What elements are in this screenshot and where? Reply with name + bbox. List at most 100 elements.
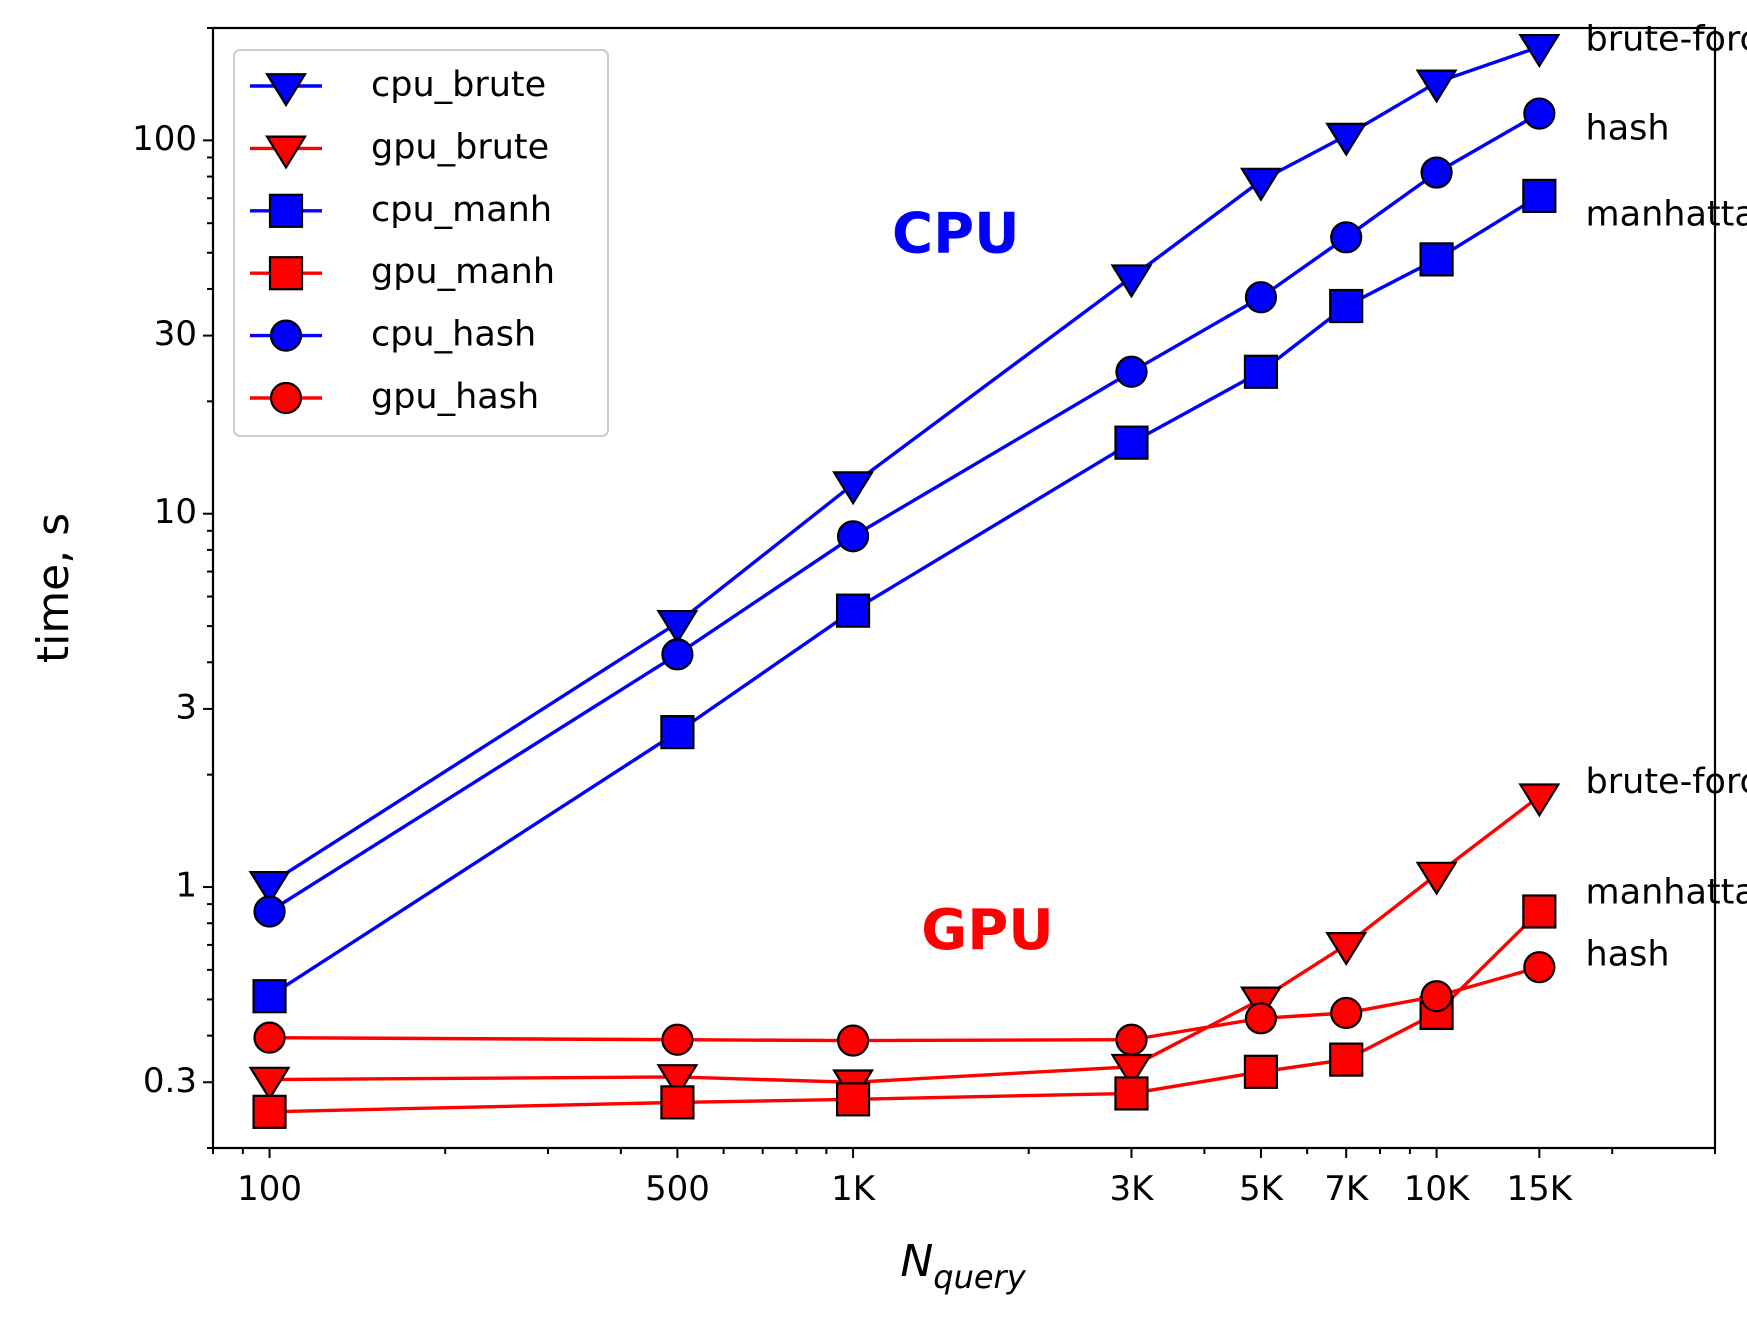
legend-marker-gpu-hash: [269, 381, 303, 415]
series-end-label: manhattan: [1586, 873, 1747, 913]
data-point-cpu-manh: [1114, 425, 1149, 460]
data-point-cpu-manh: [1419, 242, 1454, 277]
data-point-cpu-brute: [656, 610, 699, 644]
x-tick-label: 5K: [1239, 1169, 1285, 1209]
legend-label: cpu_brute: [371, 65, 546, 105]
data-point-cpu-hash: [836, 520, 870, 553]
series-end-label: brute-force: [1586, 20, 1747, 60]
legend-entry-gpu-brute: gpu_brute: [250, 127, 549, 170]
data-point-cpu-brute: [1415, 69, 1458, 104]
data-point-cpu-manh: [252, 979, 287, 1014]
data-point-cpu-brute: [832, 471, 875, 506]
data-point-gpu-manh: [660, 1085, 695, 1120]
x-tick-label: 1K: [831, 1169, 877, 1209]
data-point-gpu-hash: [661, 1023, 694, 1056]
data-point-gpu-brute: [1415, 861, 1458, 896]
legend-frame: [233, 49, 609, 437]
legend-label: gpu_brute: [371, 127, 549, 167]
data-point-cpu-manh: [1522, 178, 1557, 214]
data-point-cpu-hash: [1115, 355, 1148, 388]
legend-label: gpu_manh: [371, 252, 555, 292]
legend-entry-gpu-hash: gpu_hash: [250, 377, 539, 417]
series-gpu-hash: [253, 951, 1556, 1057]
series-end-label: hash: [1586, 108, 1670, 148]
x-tick-label: 100: [237, 1169, 302, 1209]
data-point-cpu-brute: [1518, 34, 1561, 68]
y-tick-label: 3: [175, 687, 197, 727]
plot-frame: [211, 26, 1717, 1150]
data-point-gpu-hash: [253, 1021, 286, 1054]
legend-label: gpu_hash: [371, 377, 539, 417]
x-tick-label: 3K: [1110, 1169, 1156, 1209]
data-point-gpu-manh: [252, 1094, 287, 1129]
data-point-cpu-brute: [1110, 264, 1153, 299]
data-point-gpu-brute: [1325, 932, 1368, 966]
data-point-gpu-hash: [1420, 980, 1453, 1013]
x-tick-label: 10K: [1404, 1169, 1471, 1209]
data-point-gpu-hash: [1244, 1002, 1278, 1035]
series-end-label: brute-force: [1586, 762, 1747, 802]
legend-marker-cpu-manh: [268, 193, 304, 228]
y-tick-label: 1: [175, 866, 197, 906]
legend-marker-cpu-brute: [265, 73, 307, 108]
y-tick-label: 30: [154, 314, 197, 354]
legend-entry-cpu-manh: cpu_manh: [250, 190, 552, 230]
legend: cpu_brute gpu_brute cpu_manh gpu_manh cpu_ha…: [233, 49, 609, 437]
legend-marker-cpu-hash: [269, 319, 303, 352]
series-line-cpu-hash: [268, 112, 1541, 913]
series-line-cpu-brute: [268, 45, 1540, 886]
data-point-cpu-brute: [1325, 122, 1368, 157]
series-cpu-brute: [248, 34, 1561, 905]
data-point-gpu-hash: [1330, 996, 1363, 1030]
series-gpu-manh: [252, 894, 1557, 1129]
legend-entry-gpu-manh: gpu_manh: [250, 252, 555, 292]
series-end-label: manhattan: [1586, 194, 1747, 234]
x-axis-label: Nquery: [900, 1236, 1026, 1296]
data-point-gpu-manh: [1522, 894, 1557, 929]
data-point-gpu-hash: [1115, 1023, 1148, 1056]
x-axis-label-subscript: query: [933, 1258, 1026, 1296]
y-tick-label: 100: [132, 119, 197, 159]
data-point-cpu-hash: [1244, 281, 1278, 314]
data-point-gpu-hash: [836, 1024, 870, 1057]
data-point-gpu-brute: [248, 1066, 291, 1101]
data-point-cpu-hash: [1330, 221, 1363, 254]
data-point-gpu-brute: [656, 1064, 699, 1099]
group-label-gpu: GPU: [921, 898, 1053, 963]
y-tick-label: 0.3: [143, 1061, 197, 1101]
x-tick-label: 500: [645, 1169, 710, 1209]
data-point-cpu-hash: [1420, 156, 1453, 189]
y-tick-label: 10: [154, 492, 197, 532]
x-tick-label: 7K: [1324, 1169, 1370, 1209]
y-axis-label: time, s: [28, 513, 79, 663]
group-label-cpu: CPU: [892, 201, 1020, 266]
data-point-gpu-manh: [1114, 1076, 1149, 1111]
x-axis-ticks: 100 500 1K 3K 5K 7K 10K 15K: [212, 1148, 1716, 1209]
data-point-cpu-manh: [1329, 288, 1364, 324]
legend-marker-gpu-brute: [265, 135, 307, 170]
data-point-cpu-manh: [835, 593, 871, 628]
x-axis-label-main: N: [900, 1236, 933, 1287]
legend-marker-gpu-manh: [268, 256, 304, 291]
legend-label: cpu_hash: [371, 315, 536, 355]
series-line-gpu-brute: [269, 794, 1541, 1085]
data-point-cpu-manh: [1243, 354, 1279, 389]
data-point-cpu-brute: [248, 870, 291, 905]
legend-label: cpu_manh: [371, 190, 552, 230]
x-tick-label: 15K: [1507, 1169, 1574, 1209]
y-axis-ticks: 0.3 1 3 10 30 100: [132, 27, 213, 1149]
data-point-cpu-manh: [660, 715, 695, 750]
data-point-gpu-manh: [1329, 1042, 1364, 1077]
data-point-cpu-hash: [661, 638, 694, 671]
data-point-gpu-hash: [1523, 951, 1556, 984]
series-end-label: hash: [1586, 935, 1670, 975]
plot-content: [248, 34, 1561, 1129]
data-point-gpu-brute: [1518, 783, 1561, 818]
legend-entry-cpu-hash: cpu_hash: [250, 315, 536, 355]
annotations: CPU GPU brute-force hash manhattan brute-forc…: [892, 20, 1747, 975]
data-point-gpu-manh: [835, 1082, 871, 1117]
series-cpu-hash: [253, 97, 1556, 928]
data-point-gpu-manh: [1243, 1054, 1279, 1089]
series-cpu-manh: [252, 178, 1557, 1014]
